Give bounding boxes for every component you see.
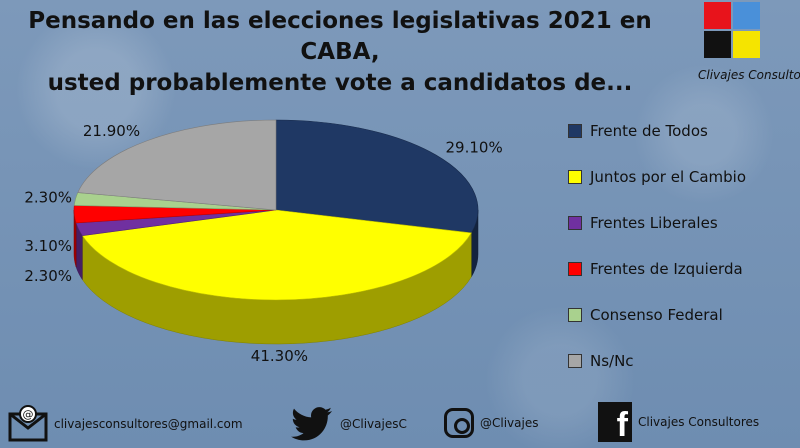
data-label-5: 21.90% [83,122,140,140]
pie-slice-5 [77,119,277,211]
legend-swatch-3 [568,262,582,276]
data-label-4: 2.30% [24,189,72,207]
legend-item-4: Consenso Federal [568,292,746,338]
legend-item-2: Frentes Liberales [568,200,746,246]
legend-swatch-0 [568,124,582,138]
facebook-icon: f [598,402,632,442]
legend-item-1: Juntos por el Cambio [568,154,746,200]
twitter-icon [291,407,332,441]
footer-instagram[interactable]: @Clivajes [444,408,538,438]
instagram-text: @Clivajes [480,416,539,430]
pie-top [73,119,479,301]
logo-square-blue [733,2,760,29]
data-label-2: 2.30% [24,267,72,285]
pie-slice-0 [275,119,479,234]
legend-swatch-4 [568,308,582,322]
legend-label-2: Frentes Liberales [590,214,718,232]
svg-text:@: @ [23,408,34,421]
legend: Frente de Todos Juntos por el Cambio Frent… [568,108,746,384]
pie-slice-1 [81,209,472,301]
title-line-1: Pensando en las elecciones legislativas … [28,8,652,65]
data-label-3: 3.10% [24,237,72,255]
footer-twitter[interactable]: @ClivajesC [290,406,407,442]
twitter-text: @ClivajesC [340,417,407,431]
footer-facebook[interactable]: f Clivajes Consultores [598,402,759,442]
logo-square-red [704,2,731,29]
logo-text: Clivajes Consultores [698,68,800,82]
email-icon: @ [8,405,48,442]
data-label-0: 29.10% [446,139,503,157]
chart-title: Pensando en las elecciones legislativas … [0,6,680,99]
legend-item-5: Ns/Nc [568,338,746,384]
logo-grid [704,2,762,60]
logo: Clivajes Consultores [698,2,800,102]
legend-label-5: Ns/Nc [590,352,634,370]
legend-label-4: Consenso Federal [590,306,723,324]
logo-square-black [704,31,731,58]
data-label-1: 41.30% [251,347,308,365]
legend-swatch-1 [568,170,582,184]
pie-labels: 29.10% 41.30% 2.30% 3.10% 2.30% 21.90% [24,122,502,365]
legend-label-3: Frentes de Izquierda [590,260,743,278]
footer: @ clivajesconsultores@gmail.com @Clivaje… [0,400,800,448]
legend-swatch-5 [568,354,582,368]
logo-square-yellow [733,31,760,58]
legend-item-3: Frentes de Izquierda [568,246,746,292]
legend-label-1: Juntos por el Cambio [590,168,747,186]
legend-item-0: Frente de Todos [568,108,746,154]
title-line-2: usted probablemente vote a candidatos de… [47,70,633,96]
footer-email[interactable]: @ clivajesconsultores@gmail.com [8,404,243,444]
facebook-text: Clivajes Consultores [638,415,760,429]
instagram-icon [444,408,474,438]
legend-label-0: Frente de Todos [590,122,708,140]
email-text: clivajesconsultores@gmail.com [54,417,243,431]
legend-swatch-2 [568,216,582,230]
